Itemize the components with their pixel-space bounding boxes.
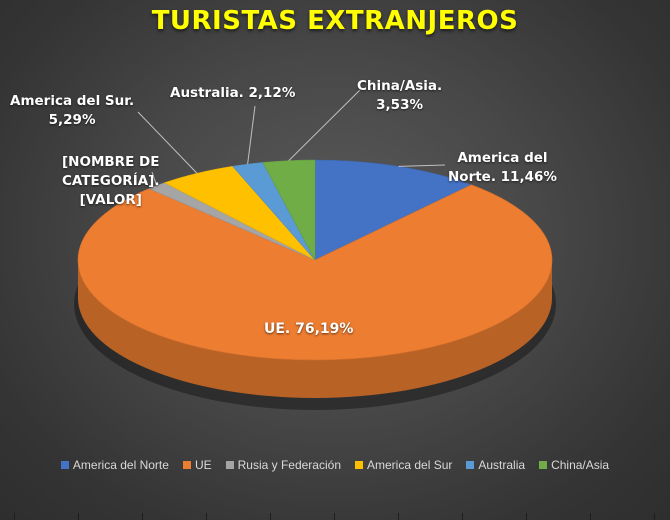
pie-slice-china-asia — [262, 159, 316, 261]
legend-swatch — [182, 461, 191, 469]
legend-label: China/Asia — [551, 458, 610, 472]
pie-side-ue — [78, 260, 552, 398]
leader-line-america-del-sur — [137, 111, 198, 174]
legend-label: America del Sur — [367, 458, 453, 472]
label-ue-line1: UE. 76,19% — [264, 321, 354, 337]
label-rusia: [NOMBRE DE CATEGORÍA]. [VALOR] — [62, 153, 159, 210]
label-america-del-norte: America del Norte. 11,46% — [448, 149, 557, 187]
label-america-del-sur-line2: 5,29% — [48, 112, 96, 128]
legend-item: America del Sur — [355, 458, 452, 472]
pie-slice-ue — [77, 184, 553, 361]
gridline — [462, 513, 463, 520]
legend-swatch — [225, 461, 234, 469]
label-america-del-sur: America del Sur. 5,29% — [10, 92, 134, 130]
gridline — [398, 513, 399, 520]
label-china-asia-line1: China/Asia. — [357, 78, 443, 94]
gridline — [590, 513, 591, 520]
leader-line-america-del-norte — [398, 164, 446, 167]
label-rusia-line1: [NOMBRE DE — [62, 154, 160, 170]
legend-item: China/Asia — [539, 458, 609, 472]
legend-item: UE — [182, 458, 212, 472]
gridline — [206, 513, 207, 520]
gridline — [270, 513, 271, 520]
legend-item: Rusia y Federación — [225, 458, 341, 472]
leader-line-rusia-y-federaci-n — [151, 171, 158, 186]
gridline — [526, 513, 527, 520]
label-america-del-norte-line1: America del — [457, 150, 548, 166]
label-ue: UE. 76,19% — [264, 320, 353, 339]
leader-line-australia — [247, 105, 256, 165]
label-australia: Australia. 2,12% — [170, 84, 295, 103]
label-america-del-sur-line1: America del Sur. — [10, 93, 135, 109]
leader-line-china-asia — [288, 89, 361, 161]
legend-item: America del Norte — [60, 458, 169, 472]
legend-swatch — [539, 461, 548, 469]
legend-label: America del Norte — [72, 458, 169, 472]
legend-swatch — [60, 461, 69, 469]
label-australia-line1: Australia. 2,12% — [170, 85, 296, 101]
gridline — [14, 513, 15, 520]
legend-label: Rusia y Federación — [237, 458, 341, 472]
label-china-asia: China/Asia. 3,53% — [357, 77, 442, 115]
gridline — [654, 513, 655, 520]
label-rusia-line3: [VALOR] — [79, 192, 142, 208]
legend: America del Norte UE Rusia y Federación … — [0, 458, 670, 472]
legend-label: UE — [194, 458, 212, 472]
gridline — [78, 513, 79, 520]
label-china-asia-line2: 3,53% — [376, 97, 423, 113]
legend-item: Australia — [466, 458, 525, 472]
gridline — [142, 513, 143, 520]
label-america-del-norte-line2: Norte. 11,46% — [448, 169, 557, 185]
legend-label: Australia — [478, 458, 526, 472]
legend-swatch — [355, 461, 363, 469]
chart-title: TURISTAS EXTRANJEROS — [151, 6, 519, 36]
legend-swatch — [466, 461, 475, 469]
label-rusia-line2: CATEGORÍA]. — [62, 173, 160, 189]
gridline — [334, 513, 335, 520]
